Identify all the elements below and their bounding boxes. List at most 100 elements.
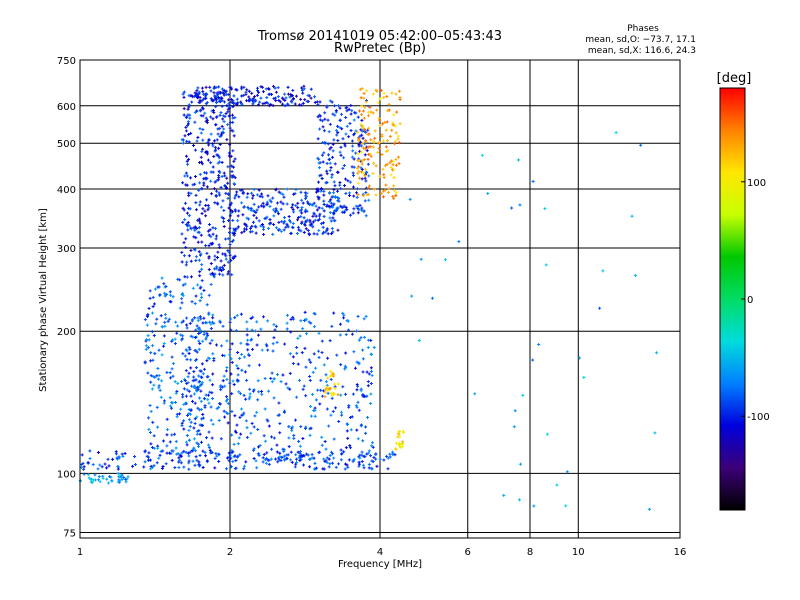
scatter-point xyxy=(221,379,225,383)
scatter-point xyxy=(251,102,255,106)
scatter-point xyxy=(356,115,360,119)
scatter-point xyxy=(177,460,181,464)
scatter-point xyxy=(241,213,245,217)
scatter-point xyxy=(391,452,395,456)
scatter-point xyxy=(209,272,213,276)
scatter-point xyxy=(304,425,308,429)
scatter-point xyxy=(197,339,201,343)
scatter-point xyxy=(400,445,404,449)
scatter-point xyxy=(252,213,256,217)
scatter-point xyxy=(182,208,186,212)
scatter-point xyxy=(201,128,205,132)
scatter-point xyxy=(368,105,372,109)
scatter-point xyxy=(255,320,259,324)
scatter-point xyxy=(266,194,270,198)
scatter-point xyxy=(382,458,386,462)
scatter-point xyxy=(189,191,193,195)
scatter-point xyxy=(217,174,221,178)
scatter-point xyxy=(145,323,149,327)
scatter-point xyxy=(348,444,352,448)
scatter-point xyxy=(323,111,327,115)
scatter-point xyxy=(357,362,361,366)
scatter-point xyxy=(389,165,393,169)
scatter-point xyxy=(256,452,260,456)
scatter-point xyxy=(208,448,212,452)
scatter-point xyxy=(308,465,312,469)
scatter-point xyxy=(249,431,253,435)
scatter-point xyxy=(146,313,150,317)
scatter-point xyxy=(187,94,191,98)
scatter-point xyxy=(175,415,179,419)
scatter-point xyxy=(316,189,320,193)
scatter-point xyxy=(360,453,364,457)
scatter-point xyxy=(357,136,361,140)
scatter-point xyxy=(205,459,209,463)
scatter-point xyxy=(196,387,200,391)
scatter-point xyxy=(219,205,223,209)
scatter-point xyxy=(320,153,324,157)
scatter-point xyxy=(457,240,461,244)
scatter-point xyxy=(194,358,198,362)
scatter-point xyxy=(250,328,254,332)
scatter-point xyxy=(290,205,294,209)
scatter-point xyxy=(255,208,259,212)
scatter-point xyxy=(176,277,180,281)
scatter-point xyxy=(228,126,232,130)
scatter-point xyxy=(252,210,256,214)
scatter-point xyxy=(355,388,359,392)
x-tick-label: 6 xyxy=(465,547,471,558)
scatter-point xyxy=(382,91,386,95)
scatter-point xyxy=(191,459,195,463)
scatter-point xyxy=(348,121,352,125)
scatter-point xyxy=(543,207,547,211)
scatter-point xyxy=(194,236,198,240)
scatter-point xyxy=(189,176,193,180)
scatter-point xyxy=(361,348,365,352)
scatter-point xyxy=(235,314,239,318)
scatter-point xyxy=(219,388,223,392)
scatter-point xyxy=(228,121,232,125)
scatter-point xyxy=(114,452,118,456)
scatter-point xyxy=(217,169,221,173)
scatter-point xyxy=(277,220,281,224)
scatter-point xyxy=(351,211,355,215)
scatter-point xyxy=(187,191,191,195)
scatter-point xyxy=(196,135,200,139)
scatter-point xyxy=(201,423,205,427)
scatter-point xyxy=(196,406,200,410)
scatter-point xyxy=(242,85,246,89)
scatter-point xyxy=(236,350,240,354)
scatter-point xyxy=(364,147,368,151)
colorbar-tick-label: 0 xyxy=(747,295,753,306)
scatter-point xyxy=(365,145,369,149)
scatter-point xyxy=(214,123,218,127)
scatter-point xyxy=(232,182,236,186)
scatter-point xyxy=(321,225,325,229)
scatter-point xyxy=(398,445,402,449)
scatter-point xyxy=(204,119,208,123)
scatter-point xyxy=(337,462,341,466)
scatter-point xyxy=(274,226,278,230)
scatter-point xyxy=(333,162,337,166)
scatter-point xyxy=(198,432,202,436)
scatter-point xyxy=(198,453,202,457)
scatter-point xyxy=(152,302,156,306)
scatter-point xyxy=(369,402,373,406)
scatter-point xyxy=(384,183,388,187)
scatter-point xyxy=(212,91,216,95)
scatter-point xyxy=(279,229,283,233)
scatter-point xyxy=(181,283,185,287)
scatter-point xyxy=(216,93,220,97)
scatter-point xyxy=(292,210,296,214)
scatter-point xyxy=(325,204,329,208)
scatter-point xyxy=(187,254,191,258)
scatter-point xyxy=(316,137,320,141)
scatter-point xyxy=(252,100,256,104)
scatter-point xyxy=(90,477,94,481)
plot-frame xyxy=(79,59,681,539)
scatter-point xyxy=(93,478,97,482)
scatter-point xyxy=(219,259,223,263)
scatter-point xyxy=(207,143,211,147)
scatter-point xyxy=(261,227,265,231)
scatter-point xyxy=(367,338,371,342)
